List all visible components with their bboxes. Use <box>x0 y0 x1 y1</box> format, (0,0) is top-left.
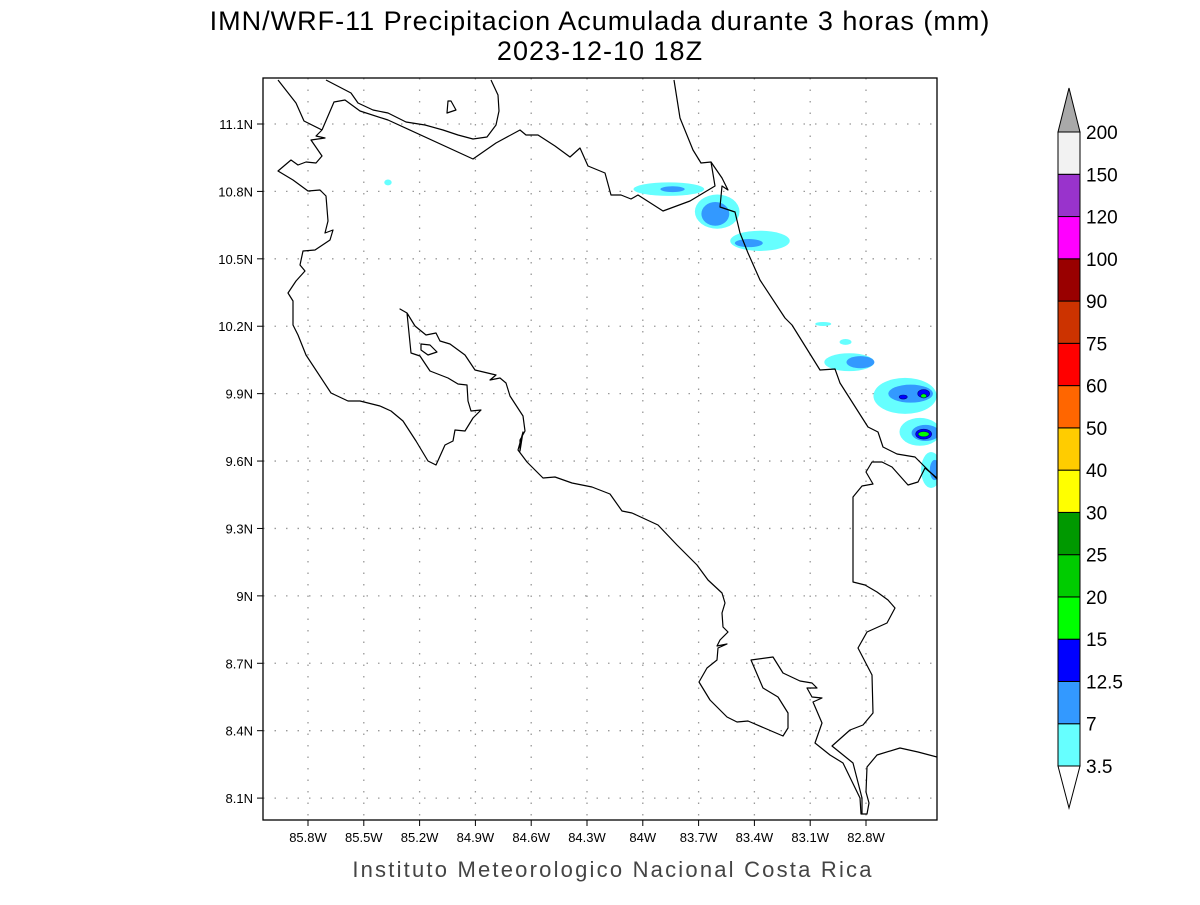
colorbar-swatch <box>1057 258 1081 302</box>
y-tick-label: 8.7N <box>226 656 253 671</box>
colorbar-below-triangle <box>1057 765 1081 810</box>
footer-credit: Instituto Meteorologico Nacional Costa R… <box>352 857 873 882</box>
x-tick-label: 84W <box>629 830 656 845</box>
x-tick-label: 84.6W <box>512 830 550 845</box>
map-frame <box>262 77 938 821</box>
lake-island <box>446 100 457 114</box>
x-tick-label: 85.5W <box>345 830 383 845</box>
x-tick-label: 83.1W <box>791 830 829 845</box>
precip-cell-level-15 <box>917 431 930 438</box>
y-tick-label: 8.4N <box>226 724 253 739</box>
colorbar-swatch <box>1057 131 1081 175</box>
colorbar-label: 150 <box>1086 165 1118 186</box>
x-tick-label: 85.2W <box>401 830 439 845</box>
colorbar-swatch <box>1057 385 1081 429</box>
y-tick-label: 9.3N <box>226 521 253 536</box>
lake-nicaragua-shore <box>325 79 500 140</box>
colorbar-swatch <box>1057 638 1081 682</box>
precip-cell-level-7 <box>846 356 875 369</box>
colorbar-swatch <box>1057 173 1081 218</box>
colorbar-swatch <box>1057 680 1081 725</box>
gridlines <box>263 78 937 820</box>
colorbar-label: 12.5 <box>1086 672 1123 693</box>
precip-cell-level-3.5 <box>384 179 392 186</box>
gulf-island <box>420 343 438 356</box>
latitude-axis: 11.1N 10.8N 10.5N 10.2N 9.9N 9.6N 9.3N 9N 8.7N 8.… <box>218 117 263 806</box>
x-tick-label: 85.8W <box>289 830 327 845</box>
coastlines <box>277 79 937 815</box>
precip-cell-level-3.5 <box>815 321 832 327</box>
y-tick-label: 10.5N <box>218 252 253 267</box>
colorbar-swatch <box>1057 596 1081 640</box>
colorbar-label: 90 <box>1086 292 1107 313</box>
chart-title: IMN/WRF-11 Precipitacion Acumulada duran… <box>210 6 991 36</box>
colorbar-label: 60 <box>1086 377 1107 398</box>
precip-cell-level-7 <box>701 201 730 226</box>
caribbean-coast <box>710 161 937 480</box>
colorbar-label: 200 <box>1086 123 1118 144</box>
colorbar-label: 20 <box>1086 588 1107 609</box>
x-tick-label: 84.9W <box>457 830 495 845</box>
colorbar-label: 25 <box>1086 546 1107 567</box>
colorbar-swatch <box>1057 469 1081 513</box>
colorbar-swatch <box>1057 723 1081 767</box>
y-tick-label: 10.2N <box>218 319 253 334</box>
colorbar-label: 15 <box>1086 630 1107 651</box>
longitude-axis: 85.8W 85.5W 85.2W 84.9W 84.6W 84.3W 84W 83.7W 83… <box>289 820 886 845</box>
y-tick-label: 8.1N <box>226 791 253 806</box>
x-tick-label: 84.3W <box>568 830 606 845</box>
chart-subtitle-date: 2023-12-10 18Z <box>497 36 703 66</box>
colorbar-legend: 3.5 7 12.5 15 20 25 30 40 50 60 75 90 100 120 150 200 <box>1057 87 1123 810</box>
pacific-coast <box>277 129 937 815</box>
colorbar-label: 7 <box>1086 715 1097 736</box>
x-tick-label: 83.7W <box>680 830 718 845</box>
x-tick-label: 83.4W <box>736 830 774 845</box>
colorbar-label: 100 <box>1086 250 1118 271</box>
colorbar-label: 50 <box>1086 419 1107 440</box>
colorbar-swatch <box>1057 216 1081 260</box>
colorbar-swatch <box>1057 554 1081 598</box>
colorbar-label: 30 <box>1086 503 1107 524</box>
colorbar-label: 120 <box>1086 208 1118 229</box>
colorbar-label: 75 <box>1086 334 1107 355</box>
colorbar-label: 40 <box>1086 461 1107 482</box>
precip-cell-level-15 <box>920 393 927 399</box>
y-tick-label: 9.6N <box>226 454 253 469</box>
precip-cell-level-3.5 <box>839 339 852 345</box>
panama-border <box>831 461 937 814</box>
colorbar-swatch <box>1057 427 1081 471</box>
precip-cell-level-7 <box>660 186 685 193</box>
precipitation-cells <box>384 179 937 489</box>
colorbar-swatch <box>1057 342 1081 387</box>
colorbar-swatch <box>1057 511 1081 556</box>
y-tick-label: 9N <box>236 589 253 604</box>
nicaragua-pacific-coast <box>277 79 323 131</box>
colorbar-swatch <box>1057 300 1081 344</box>
y-tick-label: 11.1N <box>219 117 253 132</box>
precip-cell-level-7 <box>929 459 937 481</box>
nicaragua-border <box>321 79 716 212</box>
colorbar-label: 3.5 <box>1086 757 1112 778</box>
y-tick-label: 10.8N <box>218 184 253 199</box>
precip-cell-level-7 <box>734 239 763 248</box>
y-tick-label: 9.9N <box>226 387 253 402</box>
colorbar-above-triangle <box>1057 87 1081 133</box>
x-tick-label: 82.8W <box>847 830 885 845</box>
precip-cell-level-12.5 <box>898 394 908 400</box>
